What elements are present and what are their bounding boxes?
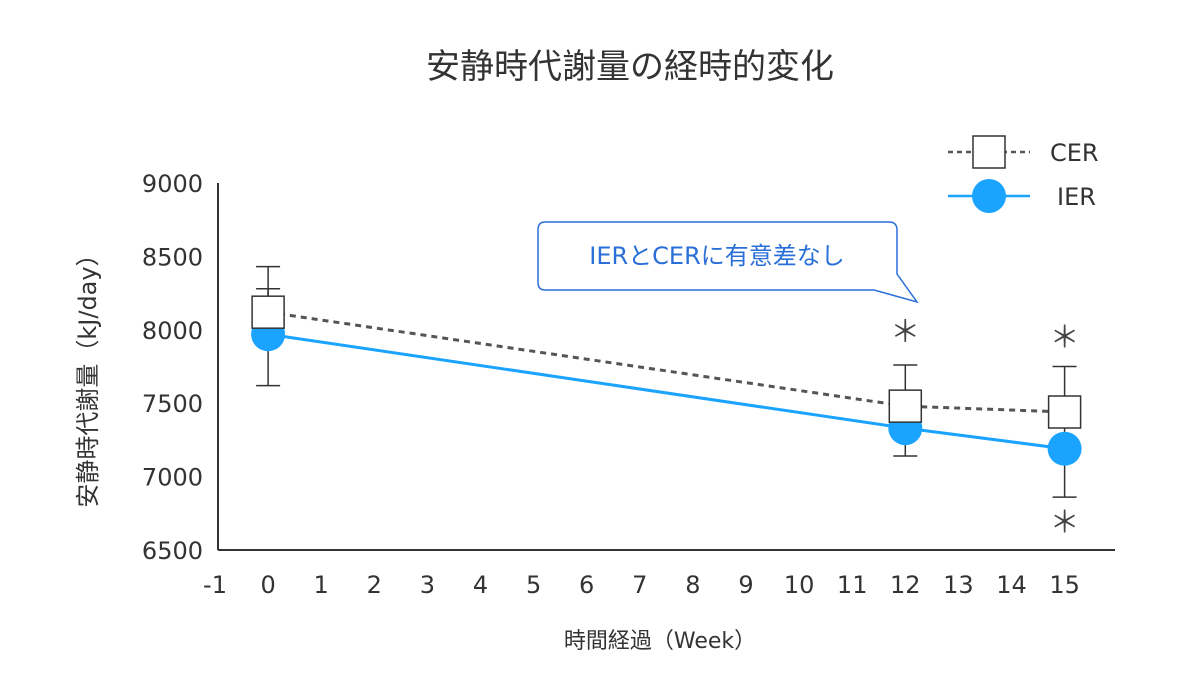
x-tick-label: 2 xyxy=(367,571,382,599)
x-tick-label: 13 xyxy=(943,571,974,599)
y-tick-label: 7000 xyxy=(142,464,203,492)
callout: IERとCERに有意差なし xyxy=(537,221,919,304)
x-tick-label: 10 xyxy=(784,571,815,599)
x-tick-label: 0 xyxy=(260,571,275,599)
ier-series-line xyxy=(267,332,1065,451)
legend-ier-marker xyxy=(972,179,1006,213)
x-axis-title: 時間経過（Week） xyxy=(564,629,756,654)
ier-point xyxy=(1047,431,1082,466)
significance-marker: ＊ xyxy=(890,315,920,350)
y-axis-title: 安静時代謝量（kJ/day） xyxy=(74,242,102,507)
y-tick-label: 8500 xyxy=(142,243,203,271)
x-tick-label: 8 xyxy=(685,571,700,599)
chart-title: 安静時代謝量の経時的変化 xyxy=(426,47,834,87)
x-tick-label: 4 xyxy=(473,571,488,599)
x-tick-label: 14 xyxy=(996,571,1027,599)
x-tick-label: 15 xyxy=(1049,571,1080,599)
legend-cer-marker xyxy=(972,135,1006,169)
cer-point xyxy=(1047,395,1082,429)
x-tick-label: 12 xyxy=(890,571,921,599)
callout-box xyxy=(537,221,919,304)
cer-series-line xyxy=(267,310,1065,414)
x-tick-label: 6 xyxy=(579,571,594,599)
x-tick-label: -1 xyxy=(203,571,227,599)
x-tick-label: 1 xyxy=(314,571,329,599)
legend-ier-label: IER xyxy=(1057,183,1096,211)
legend: CER IER xyxy=(948,135,1099,213)
x-tick-label: 5 xyxy=(526,571,541,599)
y-tick-label: 8000 xyxy=(142,317,203,345)
y-tick-label: 6500 xyxy=(142,537,203,565)
y-tick-label: 7500 xyxy=(142,390,203,418)
cer-point xyxy=(888,389,923,423)
x-tick-label: 3 xyxy=(420,571,435,599)
x-tick-label: 7 xyxy=(632,571,647,599)
x-tick-label: 11 xyxy=(837,571,868,599)
y-tick-label: 9000 xyxy=(142,170,203,198)
cer-point xyxy=(251,295,285,329)
plot-area: ＊ ＊ ＊ xyxy=(251,265,1082,541)
x-tick-label: 9 xyxy=(738,571,753,599)
significance-marker: ＊ xyxy=(1050,321,1080,356)
callout-text: IERとCERに有意差なし xyxy=(589,242,845,270)
significance-marker: ＊ xyxy=(1050,506,1080,541)
legend-cer-label: CER xyxy=(1050,139,1099,167)
